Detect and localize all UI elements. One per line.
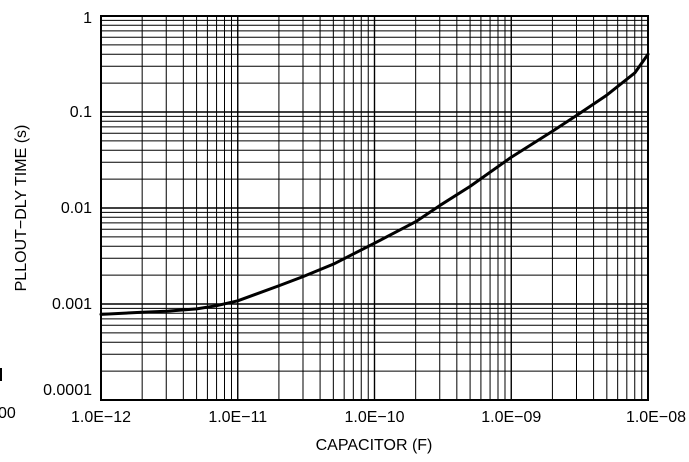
x-tick-label: 1.0E−08 — [626, 409, 686, 426]
left-edge-fragment: 00 — [0, 405, 16, 422]
y-tick-label: 0.001 — [52, 296, 92, 313]
x-tick-label: 1.0E−11 — [208, 409, 267, 426]
y-tick-label: 0.0001 — [43, 382, 92, 399]
plot-frame — [100, 15, 649, 401]
y-axis-title: PLLOUT−DLY TIME (s) — [13, 125, 30, 292]
y-tick-label: 1 — [83, 10, 92, 27]
y-tick-labels: 1 0.1 0.01 0.001 0.0001 — [43, 10, 92, 399]
series-line-0 — [99, 52, 650, 316]
y-tick-label: 0.1 — [70, 104, 92, 121]
series-layer — [99, 52, 650, 316]
x-tick-label: 1.0E−10 — [344, 409, 404, 426]
y-tick-label: 0.01 — [61, 200, 92, 217]
x-tick-labels: 1.0E−12 1.0E−11 1.0E−10 1.0E−09 1.0E−08 — [71, 409, 686, 426]
x-axis-title: CAPACITOR (F) — [316, 437, 433, 454]
x-tick-label: 1.0E−12 — [71, 409, 131, 426]
x-tick-label: 1.0E−09 — [481, 409, 541, 426]
grid — [101, 16, 648, 400]
